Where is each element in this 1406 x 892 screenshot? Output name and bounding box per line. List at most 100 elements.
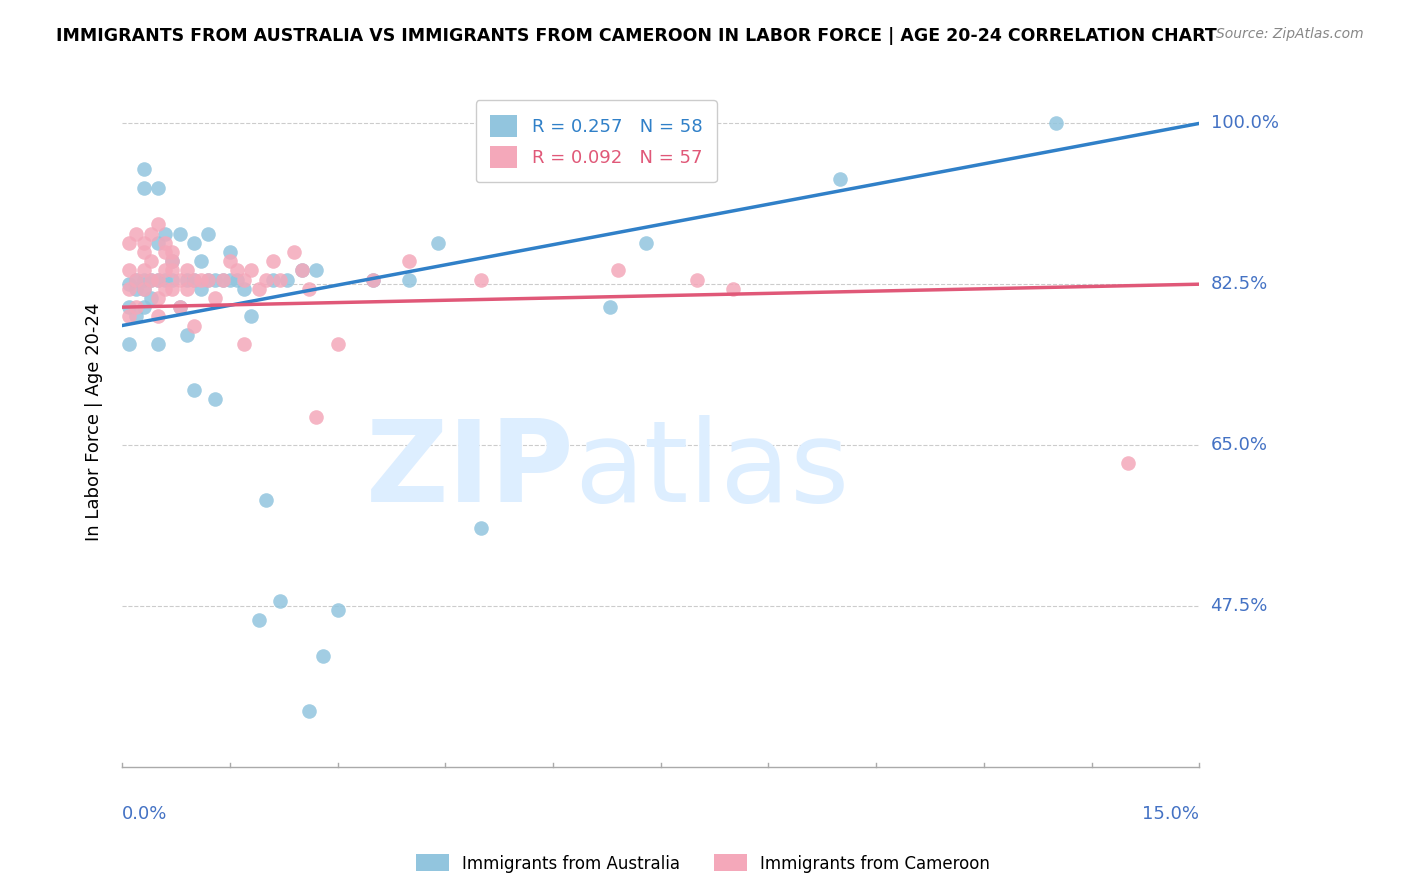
Point <box>118 300 141 314</box>
Point <box>169 227 191 241</box>
Point <box>176 272 198 286</box>
Point <box>125 300 148 314</box>
Y-axis label: In Labor Force | Age 20-24: In Labor Force | Age 20-24 <box>86 302 103 541</box>
Point <box>183 272 205 286</box>
Legend: Immigrants from Australia, Immigrants from Cameroon: Immigrants from Australia, Immigrants fr… <box>409 847 997 880</box>
Point <box>118 277 141 292</box>
Point <box>125 310 148 324</box>
Text: 47.5%: 47.5% <box>1211 597 1268 615</box>
Point <box>132 180 155 194</box>
Point <box>118 310 141 324</box>
Point <box>398 254 420 268</box>
Point <box>685 272 707 286</box>
Point <box>146 272 169 286</box>
Point <box>298 282 321 296</box>
Point <box>132 282 155 296</box>
Point <box>190 282 212 296</box>
Point <box>262 254 284 268</box>
Point <box>190 254 212 268</box>
Point <box>183 318 205 333</box>
Point <box>146 218 169 232</box>
Point <box>183 272 205 286</box>
Point <box>226 263 249 277</box>
Point <box>146 310 169 324</box>
Text: 100.0%: 100.0% <box>1211 114 1278 132</box>
Point <box>427 235 450 250</box>
Point <box>169 300 191 314</box>
Point <box>162 272 184 286</box>
Point <box>139 272 162 286</box>
Point <box>247 282 270 296</box>
Point <box>312 649 335 664</box>
Point <box>254 272 277 286</box>
Point <box>470 521 492 535</box>
Text: Source: ZipAtlas.com: Source: ZipAtlas.com <box>1216 27 1364 41</box>
Point <box>721 282 744 296</box>
Point <box>240 263 263 277</box>
Point <box>830 171 852 186</box>
Point <box>132 272 155 286</box>
Point <box>204 272 226 286</box>
Point <box>118 282 141 296</box>
Point <box>146 235 169 250</box>
Point <box>146 272 169 286</box>
Point <box>291 263 314 277</box>
Point <box>153 272 176 286</box>
Point <box>233 272 256 286</box>
Point <box>326 337 349 351</box>
Point <box>211 272 233 286</box>
Point <box>233 337 256 351</box>
Text: 0.0%: 0.0% <box>122 805 167 823</box>
Point <box>1116 456 1139 470</box>
Point <box>176 263 198 277</box>
Point <box>183 383 205 397</box>
Point <box>363 272 385 286</box>
Point <box>183 235 205 250</box>
Point <box>606 263 628 277</box>
Point <box>226 272 249 286</box>
Point <box>197 272 219 286</box>
Point <box>363 272 385 286</box>
Point <box>197 227 219 241</box>
Point <box>218 272 240 286</box>
Point <box>218 245 240 260</box>
Point <box>139 272 162 286</box>
Point <box>153 227 176 241</box>
Point <box>269 272 291 286</box>
Point <box>162 254 184 268</box>
Point <box>132 162 155 177</box>
Point <box>132 245 155 260</box>
Point <box>233 282 256 296</box>
Text: ZIP: ZIP <box>366 415 575 525</box>
Text: IMMIGRANTS FROM AUSTRALIA VS IMMIGRANTS FROM CAMEROON IN LABOR FORCE | AGE 20-24: IMMIGRANTS FROM AUSTRALIA VS IMMIGRANTS … <box>56 27 1218 45</box>
Point <box>305 410 328 425</box>
Point <box>146 291 169 305</box>
Point <box>153 263 176 277</box>
Text: 15.0%: 15.0% <box>1143 805 1199 823</box>
Point <box>125 282 148 296</box>
Point <box>125 272 148 286</box>
Point <box>125 227 148 241</box>
Point <box>125 272 148 286</box>
Point <box>139 291 162 305</box>
Point <box>269 594 291 608</box>
Text: 82.5%: 82.5% <box>1211 276 1268 293</box>
Legend: R = 0.257   N = 58, R = 0.092   N = 57: R = 0.257 N = 58, R = 0.092 N = 57 <box>475 100 717 182</box>
Point <box>146 180 169 194</box>
Point <box>262 272 284 286</box>
Point <box>636 235 658 250</box>
Point <box>169 272 191 286</box>
Point <box>190 272 212 286</box>
Point <box>162 282 184 296</box>
Point <box>398 272 420 286</box>
Point <box>132 300 155 314</box>
Point <box>283 245 305 260</box>
Point <box>176 327 198 342</box>
Point <box>211 272 233 286</box>
Point <box>153 282 176 296</box>
Point <box>162 245 184 260</box>
Point <box>305 263 328 277</box>
Point <box>197 272 219 286</box>
Point <box>254 493 277 508</box>
Point <box>247 613 270 627</box>
